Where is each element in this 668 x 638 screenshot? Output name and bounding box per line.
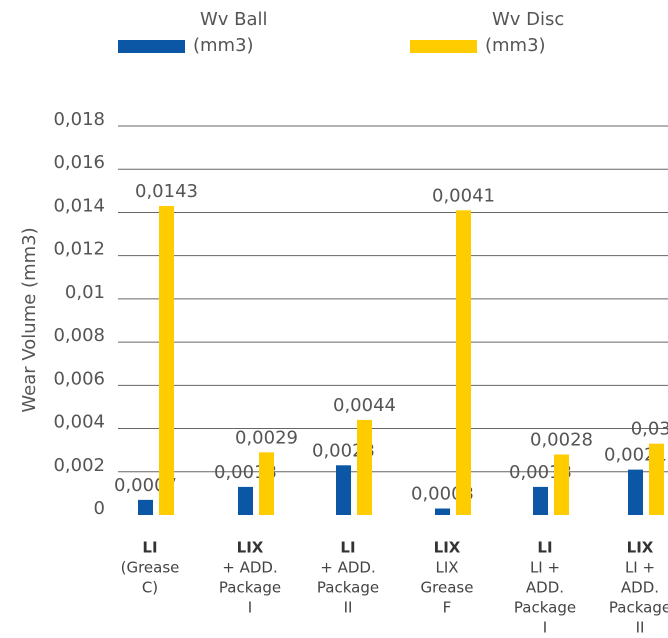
bar <box>357 419 372 515</box>
data-label: 0,0029 <box>235 427 298 448</box>
y-tick-label: 0,004 <box>53 412 105 433</box>
x-tick-label: I <box>248 599 252 617</box>
bar <box>435 508 450 515</box>
x-tick-label: II <box>636 619 645 637</box>
x-tick-label: LI + <box>625 559 655 577</box>
x-tick-label: C) <box>142 579 158 597</box>
x-tick-label: LI <box>340 539 355 557</box>
y-tick-label: 0,01 <box>65 282 105 303</box>
x-tick-label: LI <box>142 539 157 557</box>
bar <box>456 210 471 516</box>
legend-label: (mm3) <box>485 35 546 56</box>
data-label: 0,0041 <box>432 185 495 206</box>
legend-swatch <box>410 40 477 53</box>
bar <box>533 486 548 515</box>
x-tick-label: LI + <box>530 559 560 577</box>
y-tick-label: 0,018 <box>53 109 105 130</box>
data-label: 0,0028 <box>530 429 593 450</box>
y-tick-label: 0,016 <box>53 152 105 173</box>
data-label: 0,033 <box>631 419 668 440</box>
y-tick-label: 0,006 <box>53 368 105 389</box>
bar <box>554 454 569 515</box>
x-tick-label: LIX <box>627 539 654 557</box>
y-tick-label: 0,014 <box>53 195 105 216</box>
x-tick-label: + ADD. <box>320 559 375 577</box>
bar <box>238 486 253 515</box>
data-label: 0,0143 <box>135 181 198 202</box>
legend-label: (mm3) <box>193 35 254 56</box>
x-tick-label: LI <box>537 539 552 557</box>
x-tick-label: Package <box>219 579 281 597</box>
x-tick-label: II <box>344 599 353 617</box>
bar <box>138 499 153 515</box>
y-tick-label: 0 <box>94 498 105 519</box>
x-tick-label: I <box>543 619 547 637</box>
data-label: 0,0044 <box>333 395 396 416</box>
x-tick-label: Package <box>609 599 668 617</box>
bar <box>159 205 174 515</box>
legend-swatch <box>118 40 185 53</box>
x-tick-label: LIX <box>237 539 264 557</box>
y-tick-label: 0,012 <box>53 239 105 260</box>
y-axis-title: Wear Volume (mm3) <box>19 227 40 412</box>
x-tick-label: Package <box>317 579 379 597</box>
bar <box>336 465 351 515</box>
x-tick-label: Package <box>514 599 576 617</box>
x-tick-label: ADD. <box>526 579 564 597</box>
y-tick-label: 0,008 <box>53 325 105 346</box>
x-tick-label: ADD. <box>621 579 659 597</box>
x-tick-label: LIX <box>434 539 461 557</box>
bar <box>649 443 664 515</box>
legend-label: Wv Disc <box>492 9 564 30</box>
x-tick-label: F <box>443 599 452 617</box>
legend-label: Wv Ball <box>200 9 268 30</box>
x-tick-label: (Grease <box>121 559 180 577</box>
y-tick-label: 0,002 <box>53 455 105 476</box>
bar <box>628 469 643 515</box>
x-tick-label: Grease <box>421 579 474 597</box>
bar <box>259 452 274 515</box>
x-tick-label: LIX <box>435 559 458 577</box>
x-tick-label: + ADD. <box>222 559 277 577</box>
